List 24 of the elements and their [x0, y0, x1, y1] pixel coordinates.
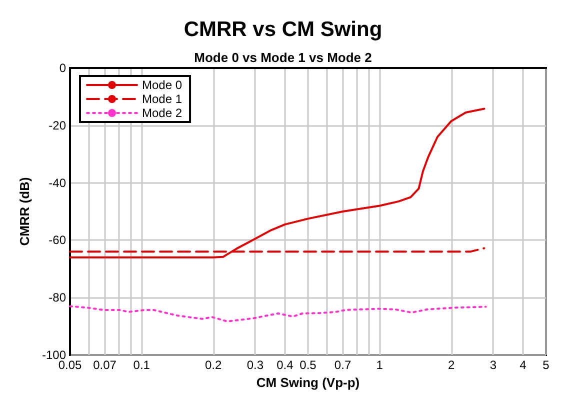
- legend-label: Mode 2: [142, 106, 182, 120]
- x-tick-label: 0.4: [276, 358, 294, 372]
- y-tick-label: 0: [59, 61, 66, 75]
- x-axis-title: CM Swing (Vp-p): [256, 374, 360, 390]
- y-axis-title: CMRR (dB): [17, 177, 32, 246]
- x-tick-label: 2: [448, 358, 455, 372]
- x-tick-label: 0.7: [334, 358, 352, 372]
- legend-label: Mode 1: [142, 92, 182, 106]
- y-tick-label: -40: [48, 176, 66, 190]
- chart-subtitle: Mode 0 vs Mode 1 vs Mode 2: [194, 50, 372, 65]
- legend-label: Mode 0: [142, 78, 182, 92]
- y-tick-label: -80: [48, 290, 66, 305]
- x-tick-label: 0.07: [93, 358, 117, 372]
- x-tick-label: 0.3: [246, 358, 264, 372]
- x-tick-label: 0.1: [133, 358, 150, 372]
- y-tick-label: -60: [48, 233, 66, 248]
- x-tick-label: 3: [490, 358, 497, 372]
- x-tick-label: 0.5: [300, 358, 317, 372]
- x-tick-label: 0.2: [204, 358, 222, 372]
- chart-title: CMRR vs CM Swing: [184, 18, 382, 41]
- x-tick-label: 4: [520, 358, 527, 372]
- x-tick-label: 1: [376, 358, 384, 372]
- x-tick-label: 5: [542, 358, 550, 372]
- y-tick-label: -20: [48, 118, 66, 132]
